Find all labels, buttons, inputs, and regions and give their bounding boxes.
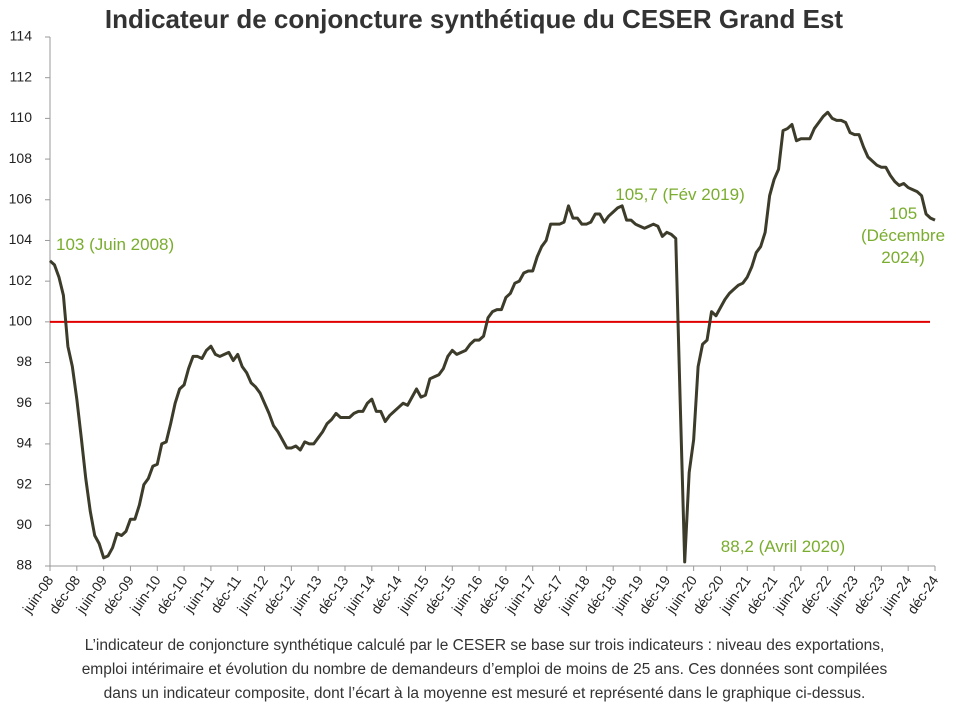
annotation: 103 (Juin 2008) — [56, 235, 174, 254]
footnote-line: L’indicateur de conjoncture synthétique … — [84, 637, 885, 654]
y-tick-label: 88 — [16, 557, 32, 573]
y-tick-label: 94 — [16, 435, 32, 451]
y-tick-label: 106 — [9, 190, 33, 206]
footnote: L’indicateur de conjoncture synthétique … — [0, 634, 969, 706]
series-line — [48, 110, 936, 564]
y-tick-label: 104 — [9, 231, 33, 247]
y-tick-label: 90 — [16, 516, 32, 532]
y-tick-label: 110 — [10, 109, 33, 125]
footnote-line: dans un indicateur composite, dont l’éca… — [103, 685, 866, 702]
annotation: 105 — [889, 204, 917, 223]
chart: Indicateur de conjoncture synthétique du… — [9, 4, 945, 617]
chart-title: Indicateur de conjoncture synthétique du… — [105, 4, 844, 34]
annotation: (Décembre — [861, 226, 945, 245]
y-tick-label: 114 — [10, 28, 33, 44]
y-tick-label: 102 — [9, 272, 33, 288]
y-tick-label: 112 — [10, 68, 33, 84]
footnote-line: emploi intérimaire et évolution du nombr… — [81, 661, 888, 678]
annotation: 88,2 (Avril 2020) — [721, 537, 845, 556]
y-tick-label: 108 — [9, 150, 33, 166]
annotation: 2024) — [881, 248, 924, 267]
y-tick-label: 96 — [16, 394, 32, 410]
y-tick-label: 98 — [16, 353, 32, 369]
y-tick-label: 92 — [16, 475, 32, 491]
annotation: 105,7 (Fév 2019) — [615, 185, 744, 204]
y-tick-label: 100 — [9, 313, 33, 329]
